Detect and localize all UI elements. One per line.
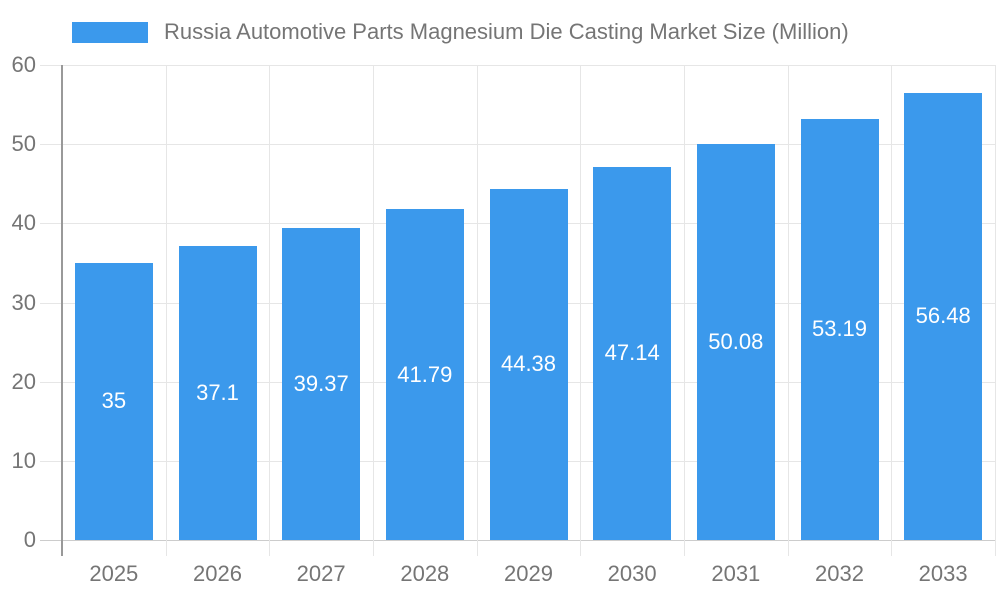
gridline-vertical: [787, 65, 789, 556]
chart-title: Russia Automotive Parts Magnesium Die Ca…: [164, 19, 849, 44]
x-tick-label: 2025: [89, 561, 139, 586]
gridline-vertical: [165, 65, 167, 556]
y-tick-label: 50: [11, 131, 36, 157]
gridline-vertical: [580, 65, 582, 556]
bar-2025[interactable]: 35: [74, 262, 153, 540]
y-tick-label: 40: [11, 210, 36, 236]
gridline-vertical: [269, 65, 271, 556]
y-tick-label: 20: [11, 368, 36, 394]
gridline-vertical: [891, 65, 893, 556]
bar-2028[interactable]: 41.79: [385, 209, 464, 540]
gridline-vertical: [995, 65, 996, 556]
bar-value-label: 39.37: [293, 371, 349, 397]
y-tick-label: 10: [11, 447, 36, 473]
bar-value-label: 50.08: [708, 328, 764, 354]
bar-2033[interactable]: 56.48: [904, 92, 983, 540]
gridline-vertical: [684, 65, 685, 556]
legend-swatch: [72, 21, 148, 43]
gridline-horizontal: [40, 144, 995, 146]
bar-2026[interactable]: 37.1: [178, 246, 257, 540]
x-tick-label: 2033: [918, 561, 968, 586]
bar-value-label: 47.14: [604, 340, 660, 366]
bar-value-label: 37.1: [196, 380, 239, 406]
x-tick-label: 2030: [607, 561, 657, 586]
bar-value-label: 53.19: [811, 316, 868, 342]
bar-2032[interactable]: 53.19: [800, 118, 879, 540]
bar-value-label: 56.48: [915, 303, 971, 329]
x-tick-label: 2027: [296, 561, 346, 586]
x-tick-label: 2026: [193, 561, 242, 586]
bar-2027[interactable]: 39.37: [282, 228, 361, 540]
y-tick-label: 30: [11, 289, 36, 315]
gridline-horizontal: [40, 65, 995, 66]
x-tick-label: 2028: [400, 561, 450, 586]
bar-2030[interactable]: 47.14: [593, 166, 672, 540]
bar-value-label: 41.79: [397, 361, 453, 387]
bar-2031[interactable]: 50.08: [696, 143, 775, 540]
x-axis-line: [40, 540, 995, 541]
bar-2029[interactable]: 44.38: [489, 188, 568, 540]
bar-value-label: 44.38: [500, 351, 557, 377]
x-tick-label: 2032: [815, 561, 864, 586]
x-tick-label: 2029: [504, 561, 553, 586]
y-tick-label: 0: [23, 527, 36, 552]
gridline-vertical: [373, 65, 374, 556]
x-tick-label: 2031: [711, 561, 761, 586]
gridline-vertical: [476, 65, 478, 556]
chart-legend[interactable]: Russia Automotive Parts Magnesium Die Ca…: [72, 20, 849, 44]
y-tick-label: 60: [11, 52, 36, 77]
y-axis-line: [61, 65, 63, 556]
bar-value-label: 35: [101, 388, 127, 414]
